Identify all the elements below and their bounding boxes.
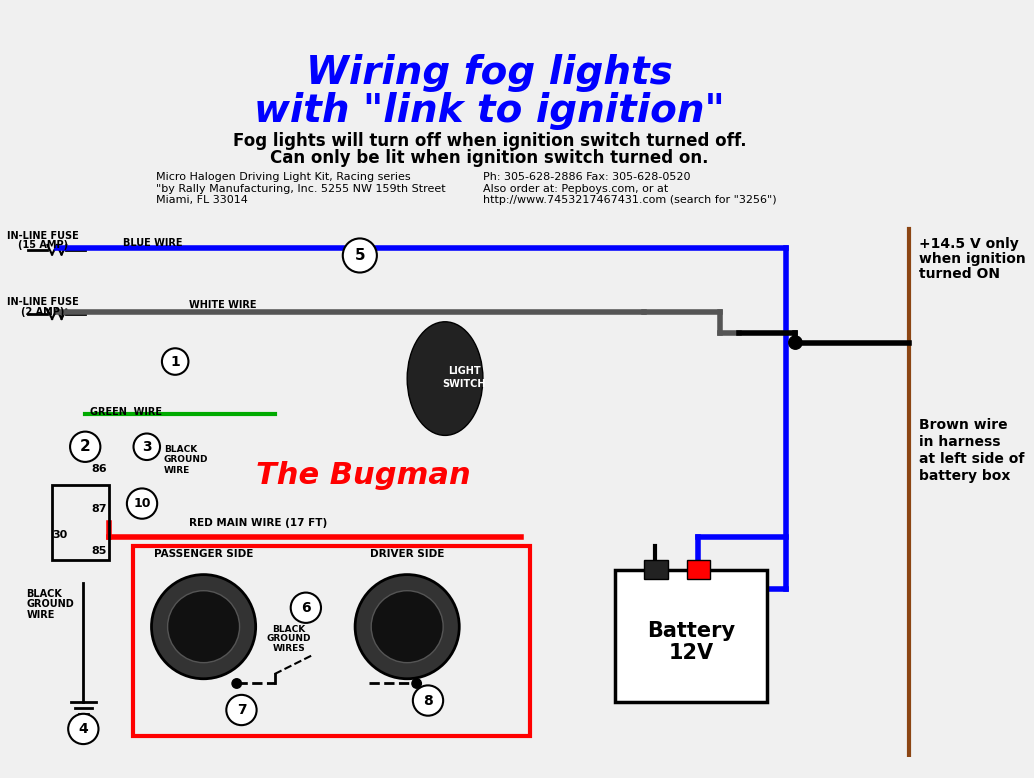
- Text: Miami, FL 33014: Miami, FL 33014: [156, 194, 248, 205]
- Text: 5: 5: [355, 248, 365, 263]
- Circle shape: [412, 678, 422, 689]
- Text: WIRE: WIRE: [163, 466, 190, 475]
- Bar: [615, 569, 767, 703]
- Circle shape: [162, 349, 188, 375]
- Text: LIGHT: LIGHT: [448, 366, 481, 376]
- Text: IN-LINE FUSE: IN-LINE FUSE: [7, 297, 79, 307]
- Text: 85: 85: [92, 546, 108, 556]
- Text: BLACK: BLACK: [27, 589, 62, 599]
- Text: Ph: 305-628-2886 Fax: 305-628-0520: Ph: 305-628-2886 Fax: 305-628-0520: [483, 172, 691, 182]
- Ellipse shape: [407, 322, 483, 436]
- Circle shape: [127, 489, 157, 519]
- Bar: [52, 485, 109, 560]
- Text: 10: 10: [133, 497, 151, 510]
- Circle shape: [789, 336, 802, 349]
- Text: Brown wire: Brown wire: [918, 419, 1007, 433]
- Text: PASSENGER SIDE: PASSENGER SIDE: [154, 549, 253, 559]
- Circle shape: [68, 713, 98, 744]
- Text: The Bugman: The Bugman: [255, 461, 470, 489]
- Text: 4: 4: [79, 722, 88, 736]
- Text: 7: 7: [237, 703, 246, 717]
- Text: at left side of: at left side of: [918, 453, 1024, 467]
- Bar: [644, 560, 668, 580]
- Text: 2: 2: [80, 440, 91, 454]
- Text: "by Rally Manufacturing, Inc. 5255 NW 159th Street: "by Rally Manufacturing, Inc. 5255 NW 15…: [156, 184, 446, 194]
- Circle shape: [152, 575, 255, 678]
- Text: 86: 86: [92, 464, 108, 474]
- Text: Can only be lit when ignition switch turned on.: Can only be lit when ignition switch tur…: [270, 149, 709, 167]
- Text: RED MAIN WIRE (17 FT): RED MAIN WIRE (17 FT): [189, 518, 328, 527]
- Circle shape: [226, 695, 256, 725]
- Circle shape: [291, 593, 321, 623]
- Text: http://www.7453217467431.com (search for "3256"): http://www.7453217467431.com (search for…: [483, 194, 777, 205]
- Text: BLACK: BLACK: [163, 445, 197, 454]
- Circle shape: [343, 238, 376, 272]
- Circle shape: [413, 685, 444, 716]
- Bar: [687, 560, 710, 580]
- Circle shape: [232, 678, 242, 689]
- Text: 3: 3: [142, 440, 152, 454]
- Circle shape: [371, 591, 444, 663]
- Text: turned ON: turned ON: [918, 267, 1000, 281]
- Text: (2 AMP): (2 AMP): [21, 307, 64, 317]
- Text: battery box: battery box: [918, 469, 1010, 483]
- Circle shape: [70, 432, 100, 462]
- Text: 12V: 12V: [669, 643, 713, 663]
- Text: 87: 87: [92, 503, 108, 513]
- Text: GROUND: GROUND: [27, 599, 74, 609]
- Text: +14.5 V only: +14.5 V only: [918, 237, 1018, 251]
- Text: Battery: Battery: [647, 622, 735, 641]
- Text: 1: 1: [171, 355, 180, 369]
- Text: WIRES: WIRES: [272, 643, 305, 653]
- Text: Also order at: Pepboys.com, or at: Also order at: Pepboys.com, or at: [483, 184, 668, 194]
- Text: WHITE WIRE: WHITE WIRE: [189, 300, 256, 310]
- Circle shape: [133, 433, 160, 460]
- Text: when ignition: when ignition: [918, 252, 1026, 266]
- Text: in harness: in harness: [918, 436, 1000, 450]
- Text: DRIVER SIDE: DRIVER SIDE: [370, 549, 445, 559]
- Text: IN-LINE FUSE: IN-LINE FUSE: [7, 231, 79, 241]
- Text: GROUND: GROUND: [163, 455, 208, 464]
- Text: WIRE: WIRE: [27, 610, 55, 619]
- Text: BLACK: BLACK: [272, 625, 305, 634]
- Text: (15 AMP): (15 AMP): [18, 240, 67, 251]
- Text: Micro Halogen Driving Light Kit, Racing series: Micro Halogen Driving Light Kit, Racing …: [156, 172, 410, 182]
- Circle shape: [168, 591, 240, 663]
- Text: GREEN  WIRE: GREEN WIRE: [90, 407, 162, 417]
- Text: BLUE WIRE: BLUE WIRE: [123, 238, 183, 248]
- Text: with "link to ignition": with "link to ignition": [254, 92, 725, 130]
- Text: Fog lights will turn off when ignition switch turned off.: Fog lights will turn off when ignition s…: [233, 132, 747, 150]
- Text: 6: 6: [301, 601, 310, 615]
- Circle shape: [355, 575, 459, 678]
- Bar: [132, 546, 530, 735]
- Text: 30: 30: [52, 530, 67, 540]
- Text: GROUND: GROUND: [267, 634, 311, 643]
- Text: 8: 8: [423, 693, 433, 707]
- Text: SWITCH: SWITCH: [443, 379, 486, 389]
- Text: Wiring fog lights: Wiring fog lights: [306, 54, 673, 92]
